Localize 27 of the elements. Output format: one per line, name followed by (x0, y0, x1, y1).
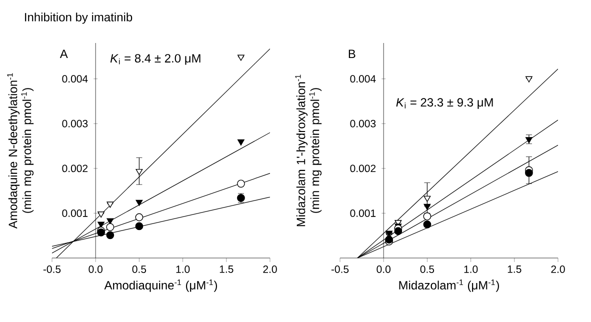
x-tick-label: 2.0 (551, 266, 565, 273)
annotation: A (60, 50, 68, 58)
x-axis-title: Midazolam$^{-1}$ (μM$^{-1}$) (399, 280, 499, 292)
chart-title: Inhibition by imatinib (25, 12, 132, 24)
y-tick-label: 0.004 (350, 75, 376, 83)
x-tick-label: -0.5 (331, 266, 349, 273)
x-tick-label: 2.0 (263, 266, 277, 273)
x-tick-label: -0.5 (43, 266, 61, 273)
x-tick-label: 1.0 (176, 266, 190, 273)
annotation: B (348, 50, 356, 58)
x-axis-title: Amodiaquine$^{-1}$ (μM$^{-1}$) (104, 280, 218, 292)
y-tick-label: 0.002 (62, 164, 88, 172)
y-tick-label: 0.002 (350, 164, 376, 172)
x-tick-label: 0.5 (132, 266, 146, 273)
x-tick-label: 1.0 (464, 266, 478, 273)
annotation: K$_{i}$ = 8.4 ± 2.0 μM (110, 54, 200, 65)
y-tick-label: 0.003 (62, 120, 88, 128)
y-tick-label: 0.001 (62, 210, 88, 217)
y-tick-label: 0.001 (350, 210, 376, 217)
y-tick-label: 0.004 (62, 75, 88, 83)
x-tick-label: 1.5 (508, 266, 522, 273)
x-tick-label: 0.5 (420, 266, 434, 273)
annotation: K$_{i}$ = 23.3 ± 9.3 μM (396, 98, 493, 109)
x-tick-label: 1.5 (220, 266, 234, 273)
y-tick-label: 0.003 (350, 120, 376, 128)
x-tick-label: 0.0 (88, 266, 102, 273)
x-tick-label: 0.0 (376, 266, 390, 273)
